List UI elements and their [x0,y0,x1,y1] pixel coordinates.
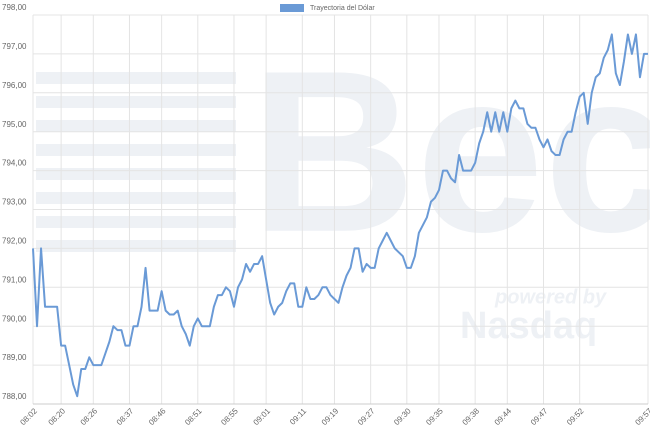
y-tick-label: 795,00 [2,120,27,129]
y-tick-label: 788,00 [2,392,27,401]
x-tick-label: 09:47 [529,406,550,427]
x-tick-label: 08:26 [79,406,100,427]
x-tick-label: 08:51 [183,406,204,427]
y-tick-label: 793,00 [2,198,27,207]
y-tick-label: 796,00 [2,81,27,90]
data-line [32,33,648,398]
x-tick-label: 08:55 [219,406,240,427]
x-tick-label: 08:37 [115,406,136,427]
y-tick-label: 797,00 [2,42,27,51]
x-tick-label: 09:35 [424,406,445,427]
watermark: Bec powered by Nasdaq [36,23,650,347]
x-tick-label: 08:46 [147,406,168,427]
legend-swatch [280,4,304,12]
y-tick-label: 792,00 [2,237,27,246]
x-tick-label: 09:44 [493,406,514,427]
x-tick-label: 09:19 [320,406,341,427]
x-tick-label: 09:01 [252,406,273,427]
x-tick-label: 08:20 [47,406,68,427]
x-tick-label: 09:38 [461,406,482,427]
x-tick-label: 09:30 [392,406,413,427]
x-tick-label: 09:57 [633,406,650,427]
y-tick-label: 791,00 [2,275,27,284]
x-tick-label: 09:11 [288,406,308,426]
x-tick-label: 09:52 [565,406,586,427]
x-tick-label: 09:27 [356,406,377,427]
watermark-tagline: powered by [494,286,607,308]
y-tick-label: 798,00 [2,3,27,12]
watermark-brand: Bec [250,23,650,280]
y-tick-label: 794,00 [2,159,27,168]
legend-label: Trayectoria del Dólar [310,5,375,12]
y-tick-label: 790,00 [2,314,27,323]
y-tick-label: 789,00 [2,353,27,362]
x-tick-label: 08:02 [18,406,39,427]
